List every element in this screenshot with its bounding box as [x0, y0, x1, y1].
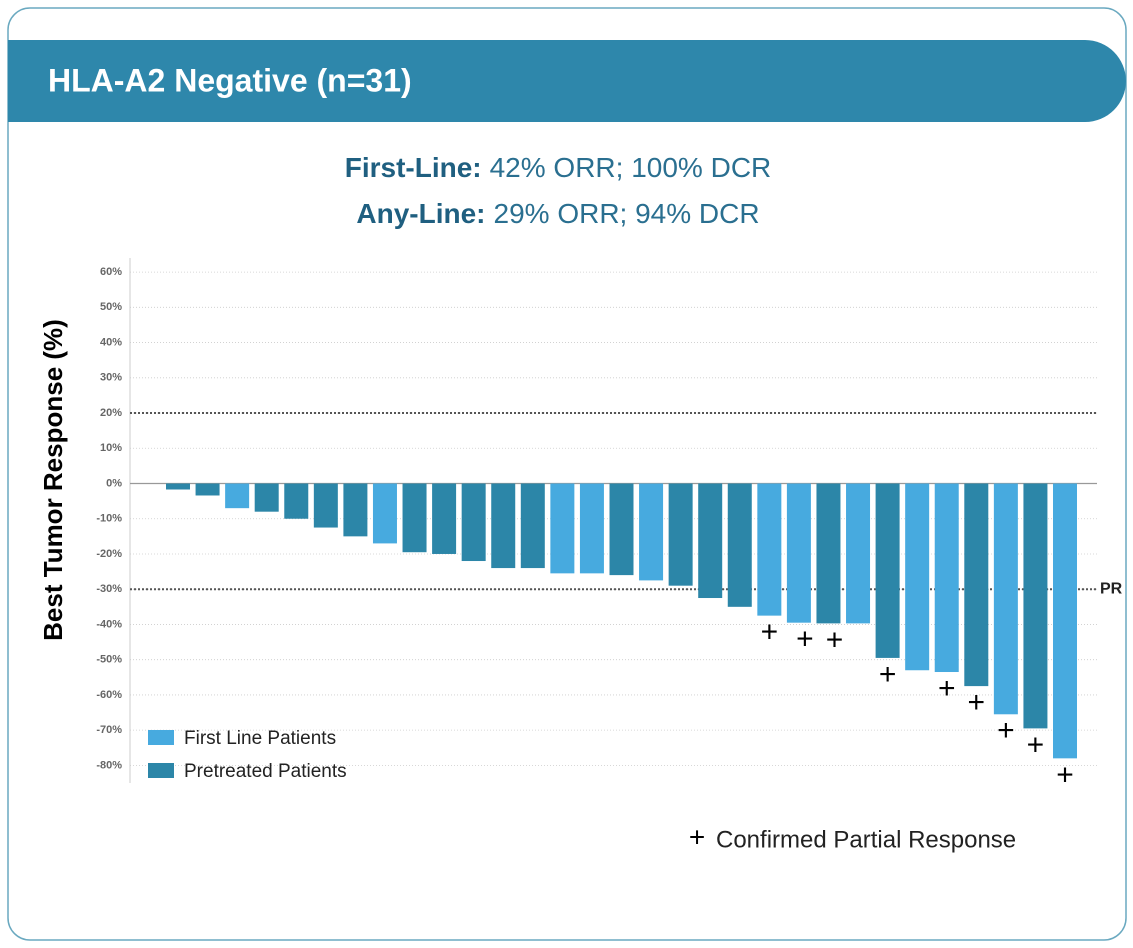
confirmed-marker: + — [968, 686, 986, 719]
y-tick-label: 30% — [100, 372, 122, 384]
y-tick-label: -80% — [96, 759, 122, 771]
y-tick-label: 10% — [100, 442, 122, 454]
annotation: First-Line: 42% ORR; 100% DCR — [345, 152, 772, 183]
bar — [343, 483, 368, 537]
y-tick-label: -10% — [96, 513, 122, 525]
bar — [816, 483, 841, 624]
y-tick-label: 50% — [100, 301, 122, 313]
confirmed-marker: + — [938, 672, 956, 705]
y-axis-label: Best Tumor Response (%) — [38, 319, 68, 641]
annotation: Any-Line: 29% ORR; 94% DCR — [356, 198, 759, 229]
bar — [698, 483, 723, 599]
bar — [579, 483, 604, 574]
bar — [313, 483, 338, 528]
bar — [1023, 483, 1048, 729]
legend-swatch — [148, 763, 174, 778]
annotation-text: 42% ORR; 100% DCR — [490, 152, 772, 183]
bar — [846, 483, 871, 624]
confirmed-marker: + — [1056, 758, 1074, 791]
legend-label: First Line Patients — [184, 728, 336, 749]
bar — [195, 483, 220, 496]
reference-label: PR — [1100, 580, 1123, 597]
bar — [639, 483, 664, 581]
y-tick-label: -60% — [96, 689, 122, 701]
confirmed-marker: + — [1027, 728, 1045, 761]
bar — [993, 483, 1018, 715]
y-tick-label: -70% — [96, 724, 122, 736]
bar — [254, 483, 279, 512]
y-tick-label: 0% — [106, 477, 122, 489]
bar — [491, 483, 516, 569]
bar — [905, 483, 930, 671]
annotation-text: 29% ORR; 94% DCR — [494, 198, 760, 229]
bar — [786, 483, 811, 623]
bar — [432, 483, 457, 554]
bar — [609, 483, 634, 576]
bar — [964, 483, 989, 687]
bar — [166, 483, 190, 490]
bar — [934, 483, 959, 673]
legend-swatch — [148, 730, 174, 745]
y-tick-label: -50% — [96, 654, 122, 666]
bar — [284, 483, 309, 519]
bar — [668, 483, 693, 586]
header-title: HLA-A2 Negative (n=31) — [48, 62, 412, 98]
frame — [7, 7, 1127, 941]
annotation-label: Any-Line: — [356, 198, 485, 229]
y-tick-label: -40% — [96, 618, 122, 630]
bar — [1053, 483, 1077, 759]
y-tick-label: 40% — [100, 336, 122, 348]
banner — [8, 40, 1126, 122]
y-tick-label: 60% — [100, 266, 122, 278]
bar — [225, 483, 250, 509]
bar — [550, 483, 575, 574]
footnote-marker: + — [689, 821, 705, 852]
confirmed-marker: + — [826, 623, 844, 656]
y-tick-label: -30% — [96, 583, 122, 595]
y-tick-label: -20% — [96, 548, 122, 560]
annotation-label: First-Line: — [345, 152, 482, 183]
bar — [875, 483, 900, 658]
bar — [372, 483, 397, 544]
bar — [461, 483, 486, 562]
confirmed-marker: + — [796, 623, 814, 656]
bar — [520, 483, 545, 569]
footnote-label: Confirmed Partial Response — [716, 826, 1016, 853]
bar — [402, 483, 427, 553]
confirmed-marker: + — [879, 658, 897, 691]
bar — [757, 483, 782, 616]
legend-label: Pretreated Patients — [184, 761, 347, 782]
confirmed-marker: + — [997, 714, 1015, 747]
confirmed-marker: + — [761, 616, 779, 649]
y-tick-label: 20% — [100, 407, 122, 419]
bar — [727, 483, 752, 607]
